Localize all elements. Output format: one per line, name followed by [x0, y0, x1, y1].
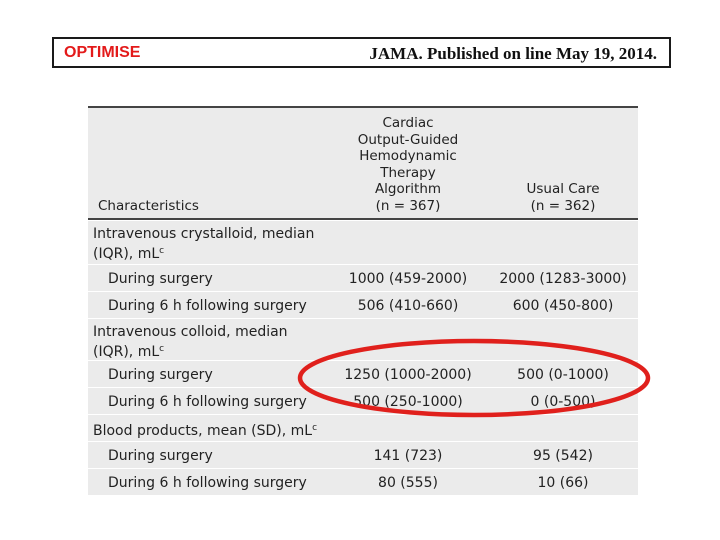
- row-label: During 6 h following surgery: [108, 475, 307, 491]
- table-row: During 6 h following surgery 80 (555) 10…: [88, 468, 638, 495]
- footnote-mark: c: [312, 423, 318, 433]
- cell-value: 506 (410-660): [357, 298, 459, 314]
- header-rule: [88, 218, 638, 220]
- citation: JAMA. Published on line May 19, 2014.: [369, 44, 657, 63]
- group-label-line: (IQR), mL: [93, 246, 160, 262]
- column-header-cardiac-output: Cardiac Output-Guided Hemodynamic Therap…: [333, 115, 483, 214]
- row-label: During 6 h following surgery: [108, 298, 307, 314]
- highlight-ellipse: [297, 338, 651, 418]
- footnote-mark: c: [159, 344, 165, 354]
- group-label-line: (IQR), mL: [93, 344, 160, 360]
- row-label: During surgery: [108, 271, 213, 287]
- cell-value: 10 (66): [537, 475, 589, 491]
- group-label-line: Intravenous crystalloid, median: [93, 226, 315, 242]
- col1-line: Algorithm: [374, 181, 442, 197]
- group-label-line: Blood products, mean (SD), mL: [93, 423, 313, 439]
- row-label: During surgery: [108, 448, 213, 464]
- col1-line: Therapy: [380, 164, 436, 181]
- cell-value: 500 (0-1000): [517, 367, 609, 383]
- table-row: During surgery 1250 (1000-2000) 500 (0-1…: [88, 360, 638, 387]
- col1-line: Output-Guided: [357, 131, 459, 148]
- cell-value: 500 (250-1000): [353, 394, 463, 410]
- col1-line: Cardiac: [382, 115, 434, 131]
- col1-line: Hemodynamic: [359, 148, 457, 164]
- cell-value: 80 (555): [378, 475, 438, 491]
- row-label: During 6 h following surgery: [108, 394, 307, 410]
- group-label-line: Intravenous colloid, median: [93, 324, 288, 340]
- results-table: Cardiac Output-Guided Hemodynamic Therap…: [88, 106, 638, 495]
- table-row: During surgery 1000 (459-2000) 2000 (128…: [88, 264, 638, 291]
- cell-value: 2000 (1283-3000): [499, 271, 627, 287]
- col2-line: (n = 362): [530, 197, 596, 214]
- cell-value: 1000 (459-2000): [348, 271, 468, 287]
- column-header-usual-care: Usual Care (n = 362): [498, 181, 628, 214]
- cell-value: 600 (450-800): [512, 298, 614, 314]
- footnote-mark: c: [159, 246, 165, 256]
- table-row: During 6 h following surgery 500 (250-10…: [88, 387, 638, 414]
- group-row-colloid: Intravenous colloid, median (IQR), mLc: [88, 318, 638, 360]
- slide-title: OPTIMISE: [64, 44, 141, 61]
- column-header-characteristics: Characteristics: [98, 198, 199, 214]
- group-row-crystalloid: Intravenous crystalloid, median (IQR), m…: [88, 220, 638, 264]
- group-label: Intravenous crystalloid, median (IQR), m…: [93, 226, 314, 263]
- row-label: During surgery: [108, 367, 213, 383]
- col2-line: Usual Care: [526, 181, 600, 197]
- group-row-blood-products: Blood products, mean (SD), mLc: [88, 414, 638, 441]
- cell-value: 1250 (1000-2000): [344, 367, 472, 383]
- cell-value: 95 (542): [533, 448, 593, 464]
- table-top-rule: [88, 106, 638, 108]
- slide-header: OPTIMISE JAMA. Published on line May 19,…: [52, 37, 671, 68]
- group-label: Intravenous colloid, median (IQR), mLc: [93, 324, 288, 361]
- col1-line: (n = 367): [375, 197, 441, 214]
- cell-value: 141 (723): [373, 448, 443, 464]
- table-row: During surgery 141 (723) 95 (542): [88, 441, 638, 468]
- table-row: During 6 h following surgery 506 (410-66…: [88, 291, 638, 318]
- group-label: Blood products, mean (SD), mLc: [93, 420, 317, 440]
